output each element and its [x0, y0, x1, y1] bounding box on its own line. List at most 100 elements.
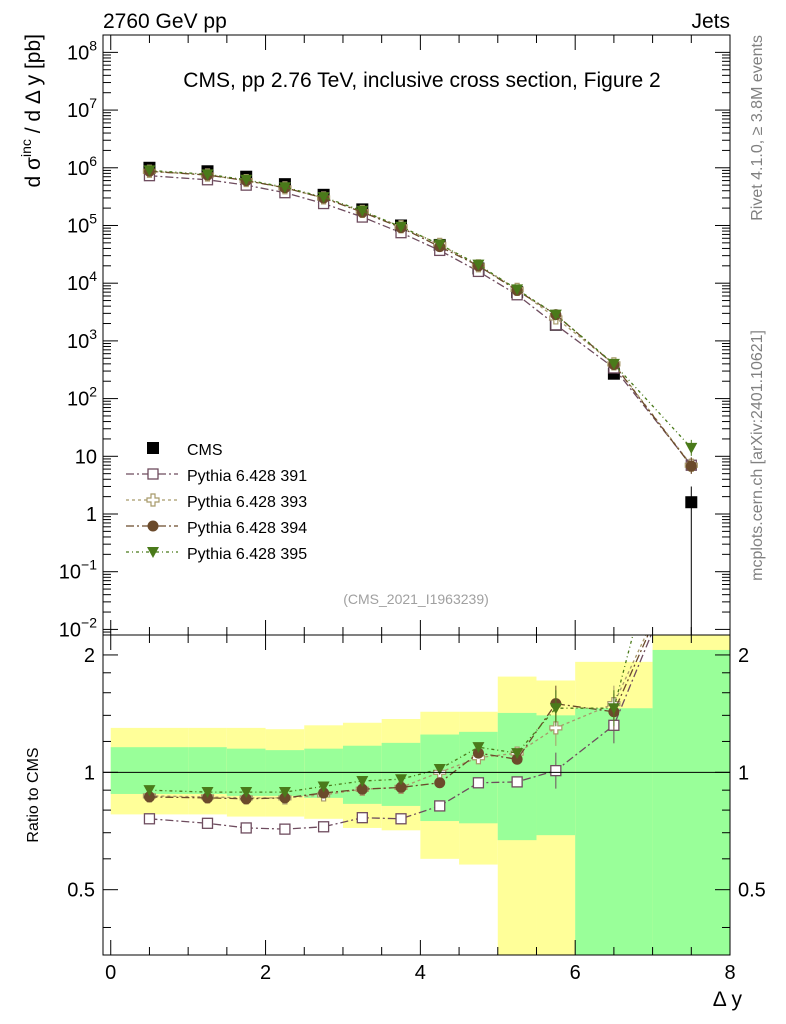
main-ytick-exp: 6 [89, 153, 97, 169]
ratio-point [395, 781, 407, 793]
legend-entry: CMS [147, 442, 223, 459]
legend-marker [147, 547, 159, 558]
legend: CMS Pythia 6.428 391 Pythia 6.428 393 Pythi… [126, 442, 307, 563]
ratio-point [472, 777, 485, 789]
main-x-ticks [110, 35, 731, 635]
ratio-point [279, 823, 291, 835]
main-ytick-exp: 2 [89, 384, 97, 400]
legend-label: CMS [187, 442, 223, 459]
ratio-ytick-label-right: 0.5 [738, 880, 766, 902]
legend-marker [147, 520, 159, 532]
ratio-point [356, 812, 368, 824]
ratio-point [433, 763, 446, 775]
main-ytick-label: 103 [67, 326, 97, 353]
main-ylabel: d σinc / d Δ y [pb] [18, 34, 45, 187]
ratio-point [201, 787, 214, 799]
legend-label: Pythia 6.428 394 [187, 520, 307, 537]
ratio-series-3 [143, 635, 649, 805]
header-left: 2760 GeV pp [103, 10, 227, 33]
ratio-series-4 [143, 635, 634, 799]
main-ytick-base: 10 [67, 100, 89, 122]
ratio-point [318, 787, 330, 799]
ratio-point [143, 785, 156, 797]
ratio-point [511, 748, 524, 760]
ratio-xtick-label: 2 [260, 962, 271, 984]
main-ytick-exp: 5 [89, 210, 97, 226]
main-ytick-base: 10 [67, 158, 89, 180]
ratio-point [511, 753, 523, 765]
main-ytick-label: 108 [67, 37, 97, 64]
data-point [511, 284, 524, 296]
series-pythia-4 [143, 165, 698, 456]
ratio-xtick-label: 6 [570, 962, 581, 984]
main-ytick-base: 1 [86, 504, 97, 526]
data-point [685, 442, 698, 454]
ratio-ytick-label-right: 1 [738, 762, 749, 784]
ratio-point [511, 776, 523, 788]
data-point [549, 309, 562, 321]
ratio-frame [102, 634, 731, 956]
x-axis-label: Δ y [713, 988, 743, 1011]
main-ytick-label: 105 [67, 210, 97, 237]
data-point [317, 192, 330, 204]
legend-label: Pythia 6.428 393 [187, 494, 307, 511]
data-point [607, 358, 620, 370]
main-ytick-label: 10−1 [59, 557, 97, 584]
ratio-point [278, 787, 291, 799]
main-ytick-exp: 3 [89, 326, 97, 342]
band-green [652, 649, 730, 955]
ratio-point [549, 703, 562, 715]
main-ytick-base: 10 [67, 331, 89, 353]
main-ytick-base: 10 [67, 42, 89, 64]
ratio-point [143, 791, 155, 803]
main-ytick-base: 10 [67, 389, 89, 411]
ratio-point [240, 793, 252, 805]
data-point [685, 460, 697, 472]
mcplots-label: mcplots.cern.ch [arXiv:2401.10621] [749, 330, 766, 581]
data-point [356, 205, 369, 217]
ratio-point [143, 813, 156, 825]
ratio-axes: 0.5 0.5 1 1 2 2 0 2 4 6 8 [67, 634, 766, 984]
ylabel-sup: inc [18, 139, 34, 157]
main-ytick-base: 10 [75, 446, 97, 468]
data-point [685, 496, 698, 509]
ratio-point [317, 781, 330, 793]
ratio-point [395, 813, 407, 825]
legend-entry: Pythia 6.428 393 [126, 493, 307, 511]
data-point [201, 169, 214, 181]
ylabel-rest: / d Δ y [pb] [22, 34, 45, 139]
ratio-ytick-label: 2 [84, 645, 95, 667]
legend-entry: Pythia 6.428 391 [126, 468, 307, 485]
legend-marker [147, 442, 159, 454]
ratio-xtick-label: 0 [105, 962, 116, 984]
ratio-panel: 0.5 0.5 1 1 2 2 0 2 4 6 8 Ratio to CMS Δ y [25, 634, 766, 1011]
data-point [395, 221, 408, 233]
main-ytick-label: 104 [67, 268, 97, 295]
main-ytick-base: 10 [59, 619, 81, 641]
ratio-point [472, 742, 485, 754]
data-point [143, 165, 156, 177]
legend-marker [147, 468, 159, 480]
main-ytick-label: 1 [86, 504, 97, 526]
legend-entry: Pythia 6.428 395 [126, 546, 307, 563]
main-ytick-exp: −1 [81, 557, 97, 573]
main-ytick-label: 10 [75, 446, 97, 468]
data-point [240, 174, 253, 186]
header-right: Jets [691, 10, 730, 33]
main-ytick-label: 10−2 [59, 614, 97, 641]
legend-label: Pythia 6.428 395 [187, 546, 307, 563]
ratio-point [356, 783, 368, 795]
main-ytick-label: 106 [67, 153, 97, 180]
ratio-point [240, 787, 253, 799]
ratio-point [240, 822, 252, 834]
main-plot-area [102, 34, 731, 636]
ratio-point [549, 721, 563, 735]
data-point [472, 259, 485, 271]
legend-entry: Pythia 6.428 394 [126, 520, 307, 537]
main-ytick-base: 10 [67, 215, 89, 237]
main-series [142, 161, 698, 635]
main-ytick-exp: 8 [89, 37, 97, 53]
